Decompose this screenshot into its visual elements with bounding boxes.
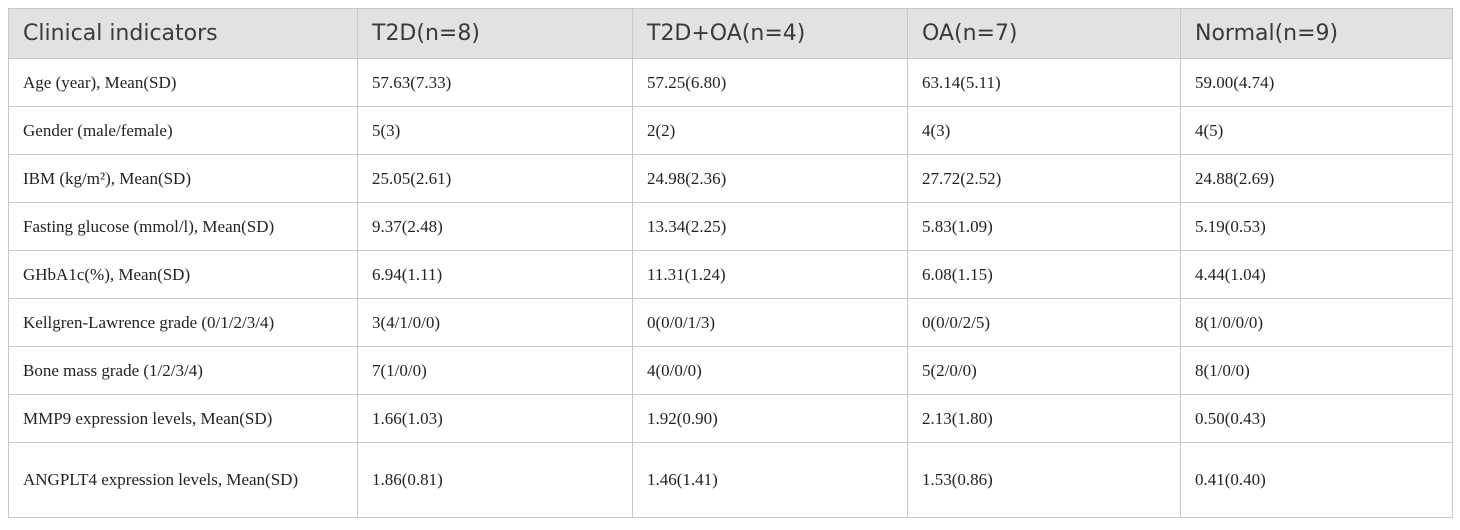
- table-cell: 59.00(4.74): [1180, 58, 1453, 107]
- header-row: Clinical indicators T2D(n=8) T2D+OA(n=4) OA…: [8, 8, 1453, 59]
- table-cell: 6.08(1.15): [907, 250, 1181, 299]
- table-row: Bone mass grade (1/2/3/4) 7(1/0/0) 4(0/0/0…: [8, 346, 1453, 395]
- table-cell: 1.86(0.81): [357, 442, 633, 518]
- table-cell: 13.34(2.25): [632, 202, 908, 251]
- table-cell: 1.53(0.86): [907, 442, 1181, 518]
- data-table: Clinical indicators T2D(n=8) T2D+OA(n=4) OA…: [8, 8, 1453, 518]
- table-row: GHbA1c(%), Mean(SD) 6.94(1.11) 11.31(1.24)…: [8, 250, 1453, 299]
- table-row: MMP9 expression levels, Mean(SD) 1.66(1.0…: [8, 394, 1453, 443]
- column-header: OA(n=7): [907, 8, 1181, 59]
- table-cell: 1.66(1.03): [357, 394, 633, 443]
- table-row: Gender (male/female) 5(3) 2(2) 4(3) 4(5): [8, 106, 1453, 155]
- row-label: GHbA1c(%), Mean(SD): [8, 250, 358, 299]
- table-cell: 2.13(1.80): [907, 394, 1181, 443]
- row-label: Bone mass grade (1/2/3/4): [8, 346, 358, 395]
- table-cell: 4(0/0/0): [632, 346, 908, 395]
- table-row: Fasting glucose (mmol/l), Mean(SD) 9.37(2…: [8, 202, 1453, 251]
- table-cell: 8(1/0/0/0): [1180, 298, 1453, 347]
- table-cell: 1.92(0.90): [632, 394, 908, 443]
- table-cell: 5.83(1.09): [907, 202, 1181, 251]
- row-label: MMP9 expression levels, Mean(SD): [8, 394, 358, 443]
- column-header: T2D(n=8): [357, 8, 633, 59]
- table-cell: 57.25(6.80): [632, 58, 908, 107]
- table-cell: 1.46(1.41): [632, 442, 908, 518]
- table-cell: 2(2): [632, 106, 908, 155]
- table-cell: 9.37(2.48): [357, 202, 633, 251]
- table-cell: 5.19(0.53): [1180, 202, 1453, 251]
- row-label: Kellgren-Lawrence grade (0/1/2/3/4): [8, 298, 358, 347]
- table-cell: 27.72(2.52): [907, 154, 1181, 203]
- table-cell: 4.44(1.04): [1180, 250, 1453, 299]
- table-cell: 0(0/0/1/3): [632, 298, 908, 347]
- table-row: ANGPLT4 expression levels, Mean(SD) 1.86(…: [8, 442, 1453, 518]
- row-label: Age (year), Mean(SD): [8, 58, 358, 107]
- table-row: Age (year), Mean(SD) 57.63(7.33) 57.25(6.8…: [8, 58, 1453, 107]
- row-label: ANGPLT4 expression levels, Mean(SD): [8, 442, 358, 518]
- table-cell: 5(2/0/0): [907, 346, 1181, 395]
- table-cell: 57.63(7.33): [357, 58, 633, 107]
- table-cell: 8(1/0/0): [1180, 346, 1453, 395]
- table-cell: 0.50(0.43): [1180, 394, 1453, 443]
- table-cell: 6.94(1.11): [357, 250, 633, 299]
- column-header: Clinical indicators: [8, 8, 358, 59]
- column-header: T2D+OA(n=4): [632, 8, 908, 59]
- table-row: Kellgren-Lawrence grade (0/1/2/3/4) 3(4/1…: [8, 298, 1453, 347]
- table-cell: 0(0/0/2/5): [907, 298, 1181, 347]
- table-cell: 63.14(5.11): [907, 58, 1181, 107]
- table-cell: 5(3): [357, 106, 633, 155]
- table-cell: 3(4/1/0/0): [357, 298, 633, 347]
- row-label: IBM (kg/m²), Mean(SD): [8, 154, 358, 203]
- row-label: Gender (male/female): [8, 106, 358, 155]
- table-cell: 24.88(2.69): [1180, 154, 1453, 203]
- table-cell: 25.05(2.61): [357, 154, 633, 203]
- table-cell: 4(3): [907, 106, 1181, 155]
- table-cell: 4(5): [1180, 106, 1453, 155]
- table-cell: 0.41(0.40): [1180, 442, 1453, 518]
- table-cell: 7(1/0/0): [357, 346, 633, 395]
- table-body: Age (year), Mean(SD) 57.63(7.33) 57.25(6.8…: [8, 58, 1453, 518]
- table-cell: 11.31(1.24): [632, 250, 908, 299]
- row-label: Fasting glucose (mmol/l), Mean(SD): [8, 202, 358, 251]
- table-row: IBM (kg/m²), Mean(SD) 25.05(2.61) 24.98(2.…: [8, 154, 1453, 203]
- table-cell: 24.98(2.36): [632, 154, 908, 203]
- column-header: Normal(n=9): [1180, 8, 1453, 59]
